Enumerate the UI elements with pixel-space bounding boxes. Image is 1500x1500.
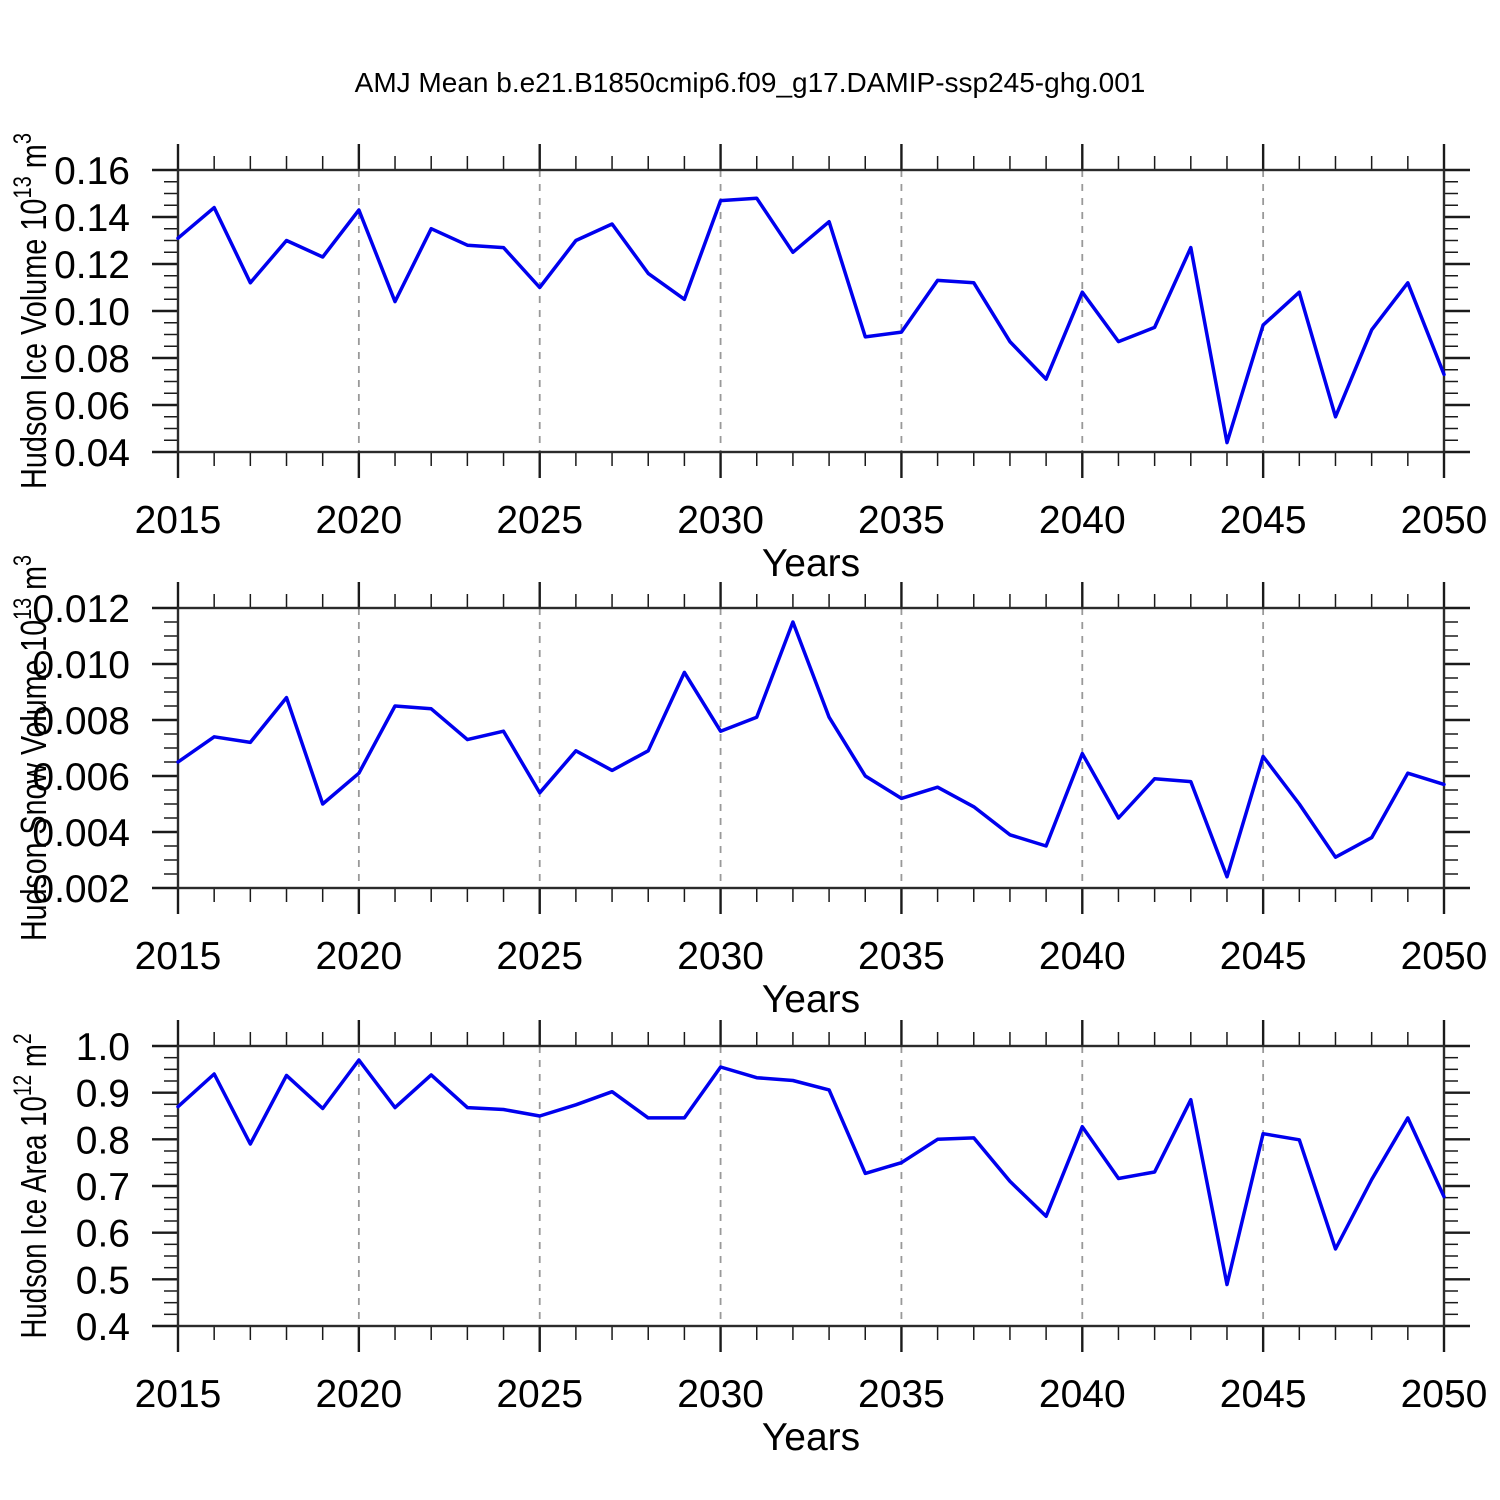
x-tick-label: 2030 xyxy=(677,935,764,978)
y-axis-title-sup: 3 xyxy=(9,555,37,566)
y-tick-label: 0.008 xyxy=(32,700,130,743)
y-axis-title: Hudson Snow Volume 1013 m3 xyxy=(9,555,54,941)
x-axis-title: Years xyxy=(762,542,860,585)
data-line-hudson-snow-volume xyxy=(176,620,1446,879)
y-tick-label: 0.14 xyxy=(54,197,130,240)
x-tick-label: 2025 xyxy=(496,935,583,978)
x-tick-label: 2045 xyxy=(1220,1373,1307,1416)
y-axis-title-sup: 13 xyxy=(9,176,37,198)
data-line-hudson-ice-volume xyxy=(176,196,1446,445)
x-tick-label: 2035 xyxy=(858,1373,945,1416)
y-tick-label: 0.9 xyxy=(76,1073,130,1116)
y-tick-label: 0.8 xyxy=(76,1119,130,1162)
y-tick-label: 0.4 xyxy=(76,1306,130,1349)
y-tick-label: 0.010 xyxy=(32,644,130,687)
y-tick-label: 0.012 xyxy=(32,588,130,631)
y-axis-title-sup: 13 xyxy=(9,598,37,620)
y-axis-title-text: m xyxy=(13,144,54,176)
x-tick-label: 2025 xyxy=(496,1373,583,1416)
y-axis-title-text: m xyxy=(13,566,54,598)
x-tick-label: 2025 xyxy=(496,499,583,542)
x-tick-label: 2030 xyxy=(677,499,764,542)
x-axis-title: Years xyxy=(762,978,860,1021)
x-tick-label: 2045 xyxy=(1220,935,1307,978)
x-tick-label: 2035 xyxy=(858,499,945,542)
y-tick-label: 0.002 xyxy=(32,868,130,911)
y-tick-label: 0.006 xyxy=(32,756,130,799)
y-axis-title-text: m xyxy=(13,1044,54,1075)
y-axis-title-text: Hudson Ice Volume 10 xyxy=(13,199,54,489)
y-tick-label: 1.0 xyxy=(76,1026,130,1069)
data-line-hudson-ice-area xyxy=(176,1058,1446,1287)
x-tick-label: 2045 xyxy=(1220,499,1307,542)
plot-frame xyxy=(176,606,1446,890)
chart-title: AMJ Mean b.e21.B1850cmip6.f09_g17.DAMIP-… xyxy=(354,67,1146,98)
x-tick-label: 2050 xyxy=(1401,499,1488,542)
y-axis-title-sup: 12 xyxy=(9,1075,37,1096)
x-tick-label: 2050 xyxy=(1401,935,1488,978)
x-tick-label: 2040 xyxy=(1039,935,1126,978)
y-tick-label: 0.6 xyxy=(76,1213,130,1256)
y-axis-title: Hudson Ice Area 1012 m2 xyxy=(9,1034,54,1339)
plot-frame xyxy=(176,1044,1446,1328)
y-tick-label: 0.004 xyxy=(32,812,130,855)
y-tick-label: 0.10 xyxy=(54,291,130,334)
x-tick-label: 2015 xyxy=(135,935,222,978)
x-tick-label: 2040 xyxy=(1039,1373,1126,1416)
x-tick-label: 2035 xyxy=(858,935,945,978)
y-axis-title-text: Hudson Snow Volume 10 xyxy=(13,620,54,941)
x-tick-label: 2030 xyxy=(677,1373,764,1416)
x-tick-label: 2050 xyxy=(1401,1373,1488,1416)
x-tick-label: 2015 xyxy=(135,499,222,542)
x-tick-label: 2015 xyxy=(135,1373,222,1416)
y-axis-title-text: Hudson Ice Area 10 xyxy=(13,1096,54,1338)
x-tick-label: 2020 xyxy=(315,499,402,542)
x-tick-label: 2020 xyxy=(315,1373,402,1416)
y-tick-label: 0.7 xyxy=(76,1166,130,1209)
y-axis-title: Hudson Ice Volume 1013 m3 xyxy=(9,133,54,489)
y-axis-title-sup: 2 xyxy=(9,1034,37,1045)
y-tick-label: 0.16 xyxy=(54,150,130,193)
plot-frame xyxy=(176,168,1446,454)
y-tick-label: 0.04 xyxy=(54,432,130,475)
y-tick-label: 0.5 xyxy=(76,1259,130,1302)
y-tick-label: 0.12 xyxy=(54,244,130,287)
y-tick-label: 0.08 xyxy=(54,338,130,381)
x-tick-label: 2040 xyxy=(1039,499,1126,542)
y-tick-label: 0.06 xyxy=(54,385,130,428)
x-tick-label: 2020 xyxy=(315,935,402,978)
x-axis-title: Years xyxy=(762,1416,860,1459)
y-axis-title-sup: 3 xyxy=(9,133,37,144)
